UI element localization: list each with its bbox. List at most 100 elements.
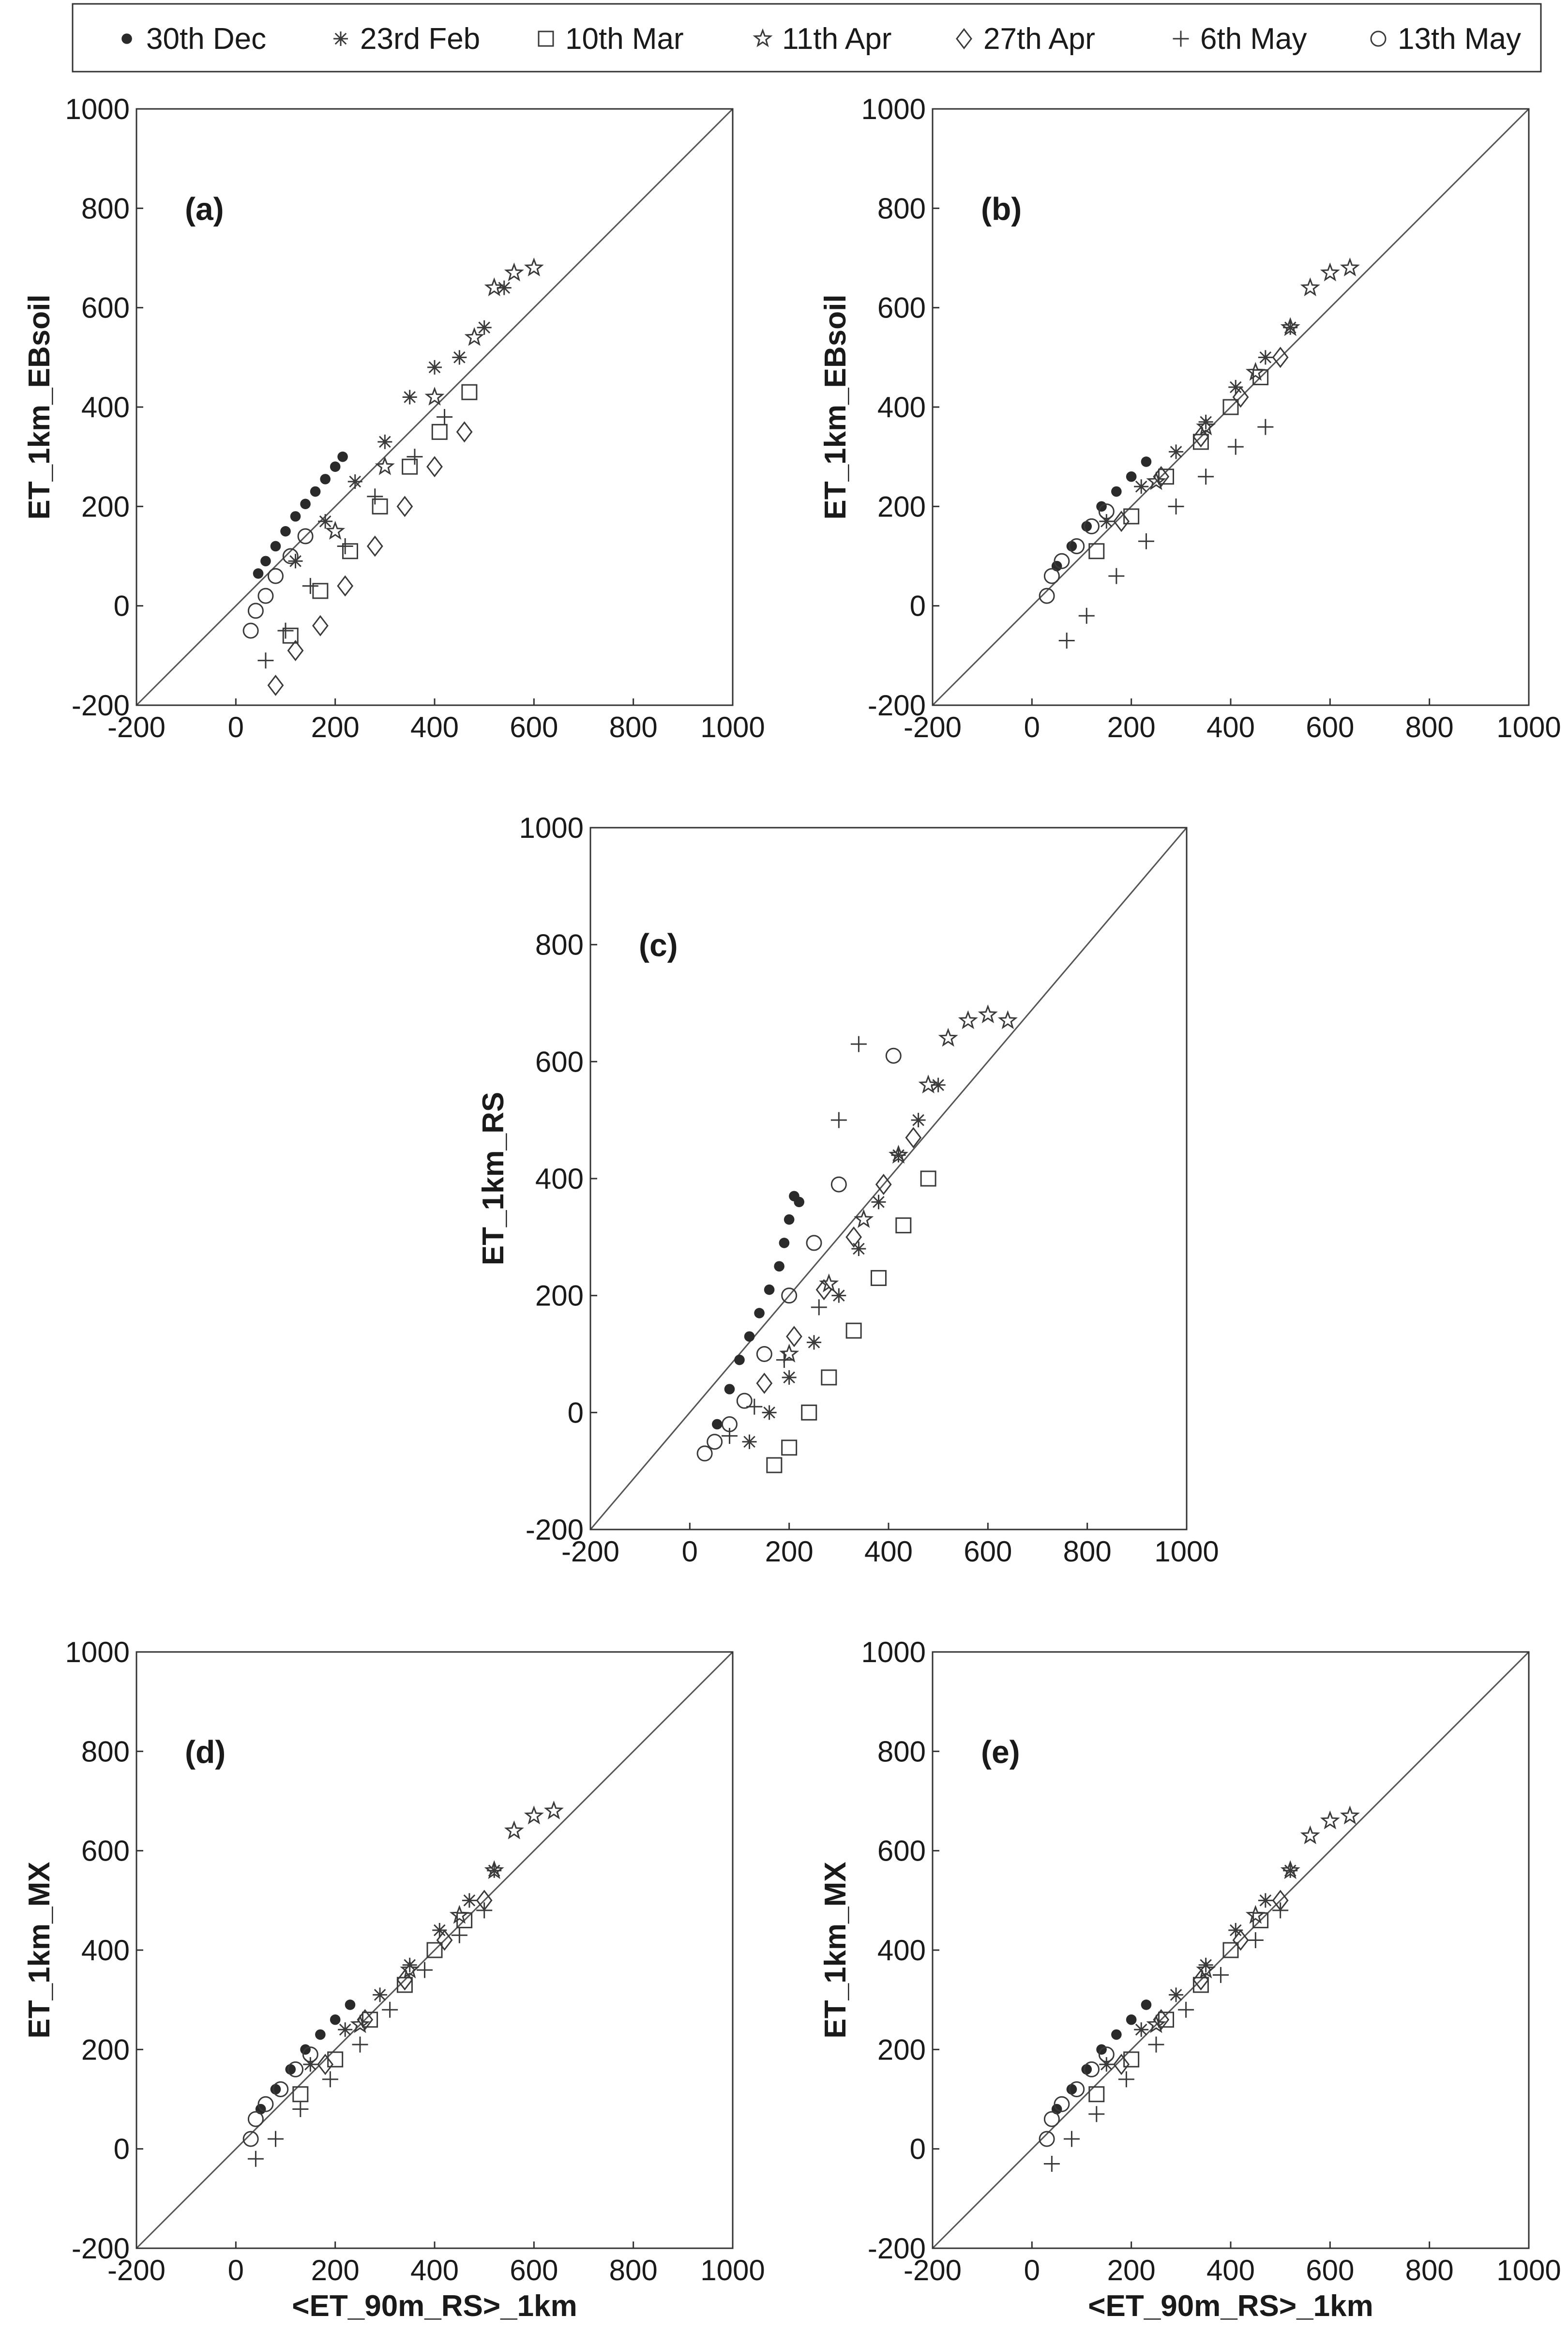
legend-marker-27th-apr [956,28,972,49]
point-6th-may [1168,498,1184,515]
point-6th-may [1043,2155,1060,2172]
point-30th-dec [794,1196,804,1208]
point-27th-apr [357,2009,374,2030]
point-30th-dec [1081,2064,1092,2075]
point-13th-may [242,622,259,639]
point-11th-apr [449,1905,469,1924]
point-13th-may [1043,568,1060,584]
point-6th-may [292,2101,309,2118]
point-30th-dec [330,2014,341,2025]
point-13th-may [756,1346,772,1362]
legend-marker-11th-apr [753,28,773,47]
point-10th-mar [1222,399,1239,415]
point-10th-mar [362,2012,378,2028]
point-30th-dec [310,486,321,497]
point-13th-may [1084,518,1100,534]
x-tick-label: -200 [107,711,166,743]
y-tick-label: 200 [877,490,926,523]
panel-e: -200 0 200 400 600 800 1000 -200 0 200 400 600 800 10… [819,1636,1561,2323]
point-11th-apr [504,262,524,282]
point-11th-apr [1340,257,1360,277]
point-27th-apr [426,456,443,478]
point-11th-apr [854,1209,874,1228]
point-30th-dec [1081,521,1092,532]
point-11th-apr [978,1004,998,1024]
point-30th-dec [253,568,264,579]
point-27th-apr [396,1969,413,1991]
x-tick-label: 600 [964,1535,1012,1568]
point-11th-apr [484,1860,504,1879]
point-10th-mar [312,583,329,599]
x-tick-label: 0 [228,2254,244,2286]
point-13th-may [242,2131,259,2147]
point-27th-apr [287,640,304,662]
point-23rd-feb [1134,479,1149,494]
point-6th-may [302,578,318,594]
point-6th-may [1227,439,1244,455]
point-30th-dec [345,1999,356,2010]
y-tick-label: 0 [114,2133,130,2165]
point-6th-may [476,1902,493,1919]
x-tick-label: 0 [682,1535,698,1568]
point-23rd-feb [487,1863,502,1878]
one-to-one-line [136,108,734,706]
x-tick-label: 200 [311,711,360,743]
y-tick-label: 1000 [519,812,584,844]
point-6th-may [257,652,274,669]
point-23rd-feb [1198,1957,1213,1972]
y-tick-label: 1000 [65,93,130,125]
point-13th-may [287,2061,304,2077]
point-6th-may [721,1428,738,1444]
point-27th-apr [786,1326,802,1348]
point-30th-dec [337,451,348,462]
x-tick-label: 1000 [700,2254,765,2286]
y-tick-label: 400 [877,1934,926,1967]
x-tick-label: 600 [510,2254,558,2286]
x-axis-label: <ET_90m_RS>_1km [292,2289,577,2323]
point-27th-apr [317,2054,334,2075]
point-13th-may [1054,553,1070,569]
x-tick-label: -200 [561,1535,619,1568]
point-10th-mar [1192,434,1209,450]
point-10th-mar [845,1322,862,1339]
y-tick-label: 600 [81,292,130,324]
y-tick-label: 800 [81,1735,130,1768]
y-tick-label: 600 [535,1045,584,1078]
y-tick-label: 0 [114,590,130,622]
point-13th-may [1039,588,1055,604]
point-10th-mar [396,1977,413,1993]
point-11th-apr [484,277,504,297]
point-27th-apr [312,615,329,636]
panel-label: (a) [185,191,224,227]
legend-marker-13th-may [1370,30,1387,47]
point-27th-apr [875,1174,892,1196]
legend-label-13th-may: 13th May [1398,22,1521,56]
point-10th-mar [426,1942,443,1958]
y-tick-label: 800 [877,192,926,225]
point-23rd-feb [931,1077,946,1092]
point-11th-apr [325,521,346,540]
point-23rd-feb [1099,2057,1114,2072]
y-axis-label: ET_1km_MX [23,1862,56,2038]
point-27th-apr [337,575,354,597]
one-to-one-line [136,1651,734,2249]
point-6th-may [352,2036,368,2053]
point-30th-dec [1066,541,1077,552]
point-13th-may [257,2096,274,2112]
point-23rd-feb [347,474,362,489]
y-tick-label: -200 [868,2232,926,2265]
point-13th-may [282,548,299,564]
point-30th-dec [280,526,291,537]
point-6th-may [1138,533,1154,549]
point-10th-mar [461,384,478,400]
x-tick-label: 400 [1206,2254,1255,2286]
point-27th-apr [456,421,473,443]
point-23rd-feb [891,1148,906,1163]
point-11th-apr [1196,416,1216,436]
y-tick-label: -200 [868,689,926,722]
point-13th-may [267,568,284,584]
x-tick-label: 600 [1306,711,1354,743]
point-23rd-feb [1198,414,1213,429]
y-tick-label: 1000 [861,93,926,125]
point-6th-may [1058,633,1075,649]
